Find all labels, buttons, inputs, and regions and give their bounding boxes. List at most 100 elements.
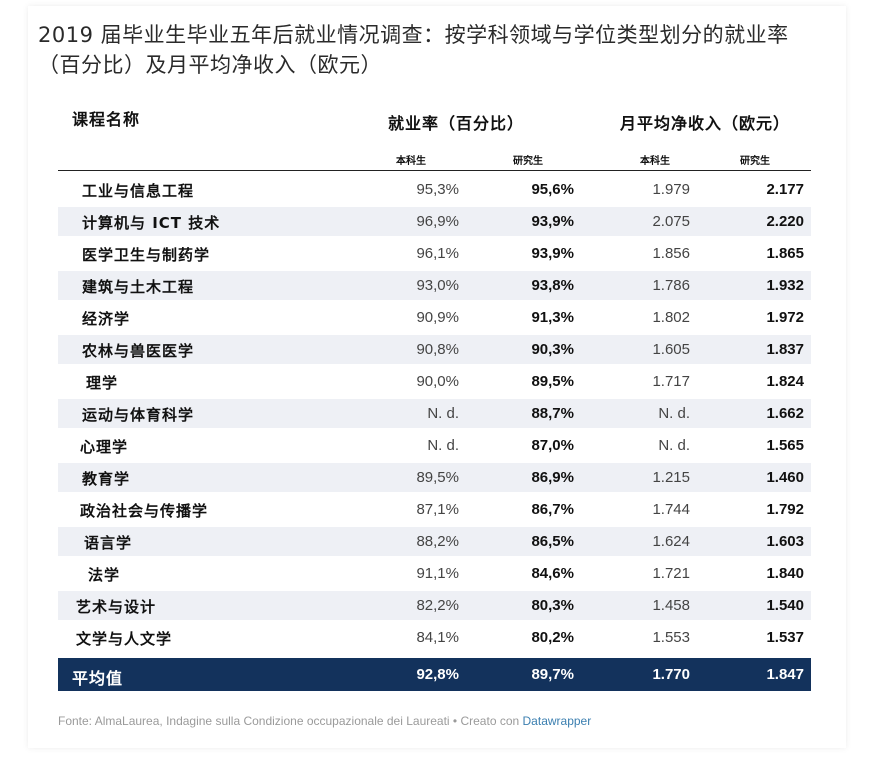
emp-bachelor-value: N. d.	[427, 405, 459, 422]
row-stripe	[58, 527, 811, 556]
emp-bachelor-value: 90,9%	[416, 309, 459, 326]
row-stripe	[58, 207, 811, 236]
emp-master-value: 80,3%	[531, 597, 574, 614]
row-stripe	[58, 591, 811, 620]
inc-master-value: 1.460	[766, 469, 804, 486]
emp-master-value: 95,6%	[531, 181, 574, 198]
course-name: 计算机与 ICT 技术	[82, 214, 221, 232]
course-name: 语言学	[84, 534, 133, 552]
table-row: 理学 90,0% 89,5% 1.717 1.824	[58, 366, 811, 398]
table-row: 工业与信息工程 95,3% 95,6% 1.979 2.177	[58, 174, 811, 206]
chart-title: 2019 届毕业生毕业五年后就业情况调查：按学科领域与学位类型划分的就业率（百分…	[38, 23, 789, 77]
row-stripe	[58, 399, 811, 428]
inc-bachelor-value: 1.979	[652, 181, 690, 198]
inc-master-value: 1.603	[766, 533, 804, 550]
inc-master-value: 1.537	[766, 629, 804, 646]
inc-master-value: 1.840	[766, 565, 804, 582]
average-label: 平均值	[72, 669, 124, 688]
emp-bachelor-value: 91,1%	[416, 565, 459, 582]
emp-master-value: 93,8%	[531, 277, 574, 294]
emp-bachelor-value: 84,1%	[416, 629, 459, 646]
average-emp-master: 89,7%	[531, 666, 574, 683]
course-name: 政治社会与传播学	[80, 502, 209, 520]
monthly-income-header: 月平均净收入（欧元）	[620, 114, 791, 133]
employment-master-subheader: 研究生	[513, 156, 543, 167]
inc-bachelor-value: 1.553	[652, 629, 690, 646]
emp-master-value: 89,5%	[531, 373, 574, 390]
source-text: Fonte: AlmaLaurea, Indagine sulla Condiz…	[58, 714, 520, 728]
course-name: 建筑与土木工程	[82, 278, 195, 296]
emp-bachelor-value: 82,2%	[416, 597, 459, 614]
table-row: 运动与体育科学 N. d. 88,7% N. d. 1.662	[58, 398, 811, 430]
table-row: 艺术与设计 82,2% 80,3% 1.458 1.540	[58, 590, 811, 622]
datawrapper-link[interactable]: Datawrapper	[522, 714, 592, 728]
emp-master-value: 86,7%	[531, 501, 574, 518]
emp-bachelor-value: 95,3%	[416, 181, 459, 198]
inc-master-value: 1.932	[766, 277, 804, 294]
course-name: 经济学	[82, 310, 131, 328]
income-bachelor-subheader: 本科生	[640, 156, 670, 167]
emp-bachelor-value: N. d.	[427, 437, 459, 454]
income-master-subheader: 研究生	[740, 156, 770, 167]
table-row: 政治社会与传播学 87,1% 86,7% 1.744 1.792	[58, 494, 811, 526]
inc-bachelor-value: 1.624	[652, 533, 690, 550]
course-name: 医学卫生与制药学	[82, 246, 211, 264]
inc-bachelor-value: 1.786	[652, 277, 690, 294]
table-row: 教育学 89,5% 86,9% 1.215 1.460	[58, 462, 811, 494]
average-row: 平均值 92,8% 89,7% 1.770 1.847	[58, 658, 811, 691]
row-stripe	[58, 271, 811, 300]
inc-bachelor-value: 1.744	[652, 501, 690, 518]
inc-master-value: 1.792	[766, 501, 804, 518]
course-name: 心理学	[80, 438, 129, 456]
course-name: 运动与体育科学	[82, 406, 195, 424]
inc-bachelor-value: 1.215	[652, 469, 690, 486]
emp-master-value: 93,9%	[531, 213, 574, 230]
inc-bachelor-value: N. d.	[658, 405, 690, 422]
employment-rate-header: 就业率（百分比）	[388, 114, 525, 133]
course-name: 农林与兽医医学	[82, 342, 195, 360]
emp-master-value: 88,7%	[531, 405, 574, 422]
table-row: 法学 91,1% 84,6% 1.721 1.840	[58, 558, 811, 590]
emp-master-value: 84,6%	[531, 565, 574, 582]
emp-master-value: 86,9%	[531, 469, 574, 486]
emp-bachelor-value: 89,5%	[416, 469, 459, 486]
emp-master-value: 90,3%	[531, 341, 574, 358]
course-name: 文学与人文学	[76, 630, 173, 648]
inc-bachelor-value: 1.605	[652, 341, 690, 358]
emp-master-value: 91,3%	[531, 309, 574, 326]
emp-master-value: 93,9%	[531, 245, 574, 262]
inc-master-value: 1.865	[766, 245, 804, 262]
course-name: 教育学	[82, 470, 131, 488]
course-name-header: 课程名称	[72, 110, 141, 129]
emp-bachelor-value: 88,2%	[416, 533, 459, 550]
emp-bachelor-value: 90,0%	[416, 373, 459, 390]
emp-bachelor-value: 96,1%	[416, 245, 459, 262]
inc-bachelor-value: 1.717	[652, 373, 690, 390]
emp-master-value: 86,5%	[531, 533, 574, 550]
table-row: 心理学 N. d. 87,0% N. d. 1.565	[58, 430, 811, 462]
employment-bachelor-subheader: 本科生	[396, 156, 426, 167]
inc-master-value: 1.972	[766, 309, 804, 326]
average-emp-bachelor: 92,8%	[416, 666, 459, 683]
average-inc-master: 1.847	[766, 666, 804, 683]
inc-bachelor-value: 1.721	[652, 565, 690, 582]
table-row: 建筑与土木工程 93,0% 93,8% 1.786 1.932	[58, 270, 811, 302]
emp-bachelor-value: 96,9%	[416, 213, 459, 230]
inc-bachelor-value: 1.856	[652, 245, 690, 262]
inc-master-value: 2.177	[766, 181, 804, 198]
inc-bachelor-value: 1.802	[652, 309, 690, 326]
row-stripe	[58, 335, 811, 364]
inc-master-value: 1.565	[766, 437, 804, 454]
inc-master-value: 1.540	[766, 597, 804, 614]
emp-bachelor-value: 87,1%	[416, 501, 459, 518]
emp-bachelor-value: 90,8%	[416, 341, 459, 358]
emp-master-value: 87,0%	[531, 437, 574, 454]
emp-master-value: 80,2%	[531, 629, 574, 646]
emp-bachelor-value: 93,0%	[416, 277, 459, 294]
inc-bachelor-value: N. d.	[658, 437, 690, 454]
table-row: 经济学 90,9% 91,3% 1.802 1.972	[58, 302, 811, 334]
inc-master-value: 1.837	[766, 341, 804, 358]
average-inc-bachelor: 1.770	[652, 666, 690, 683]
inc-master-value: 2.220	[766, 213, 804, 230]
table-row: 计算机与 ICT 技术 96,9% 93,9% 2.075 2.220	[58, 206, 811, 238]
